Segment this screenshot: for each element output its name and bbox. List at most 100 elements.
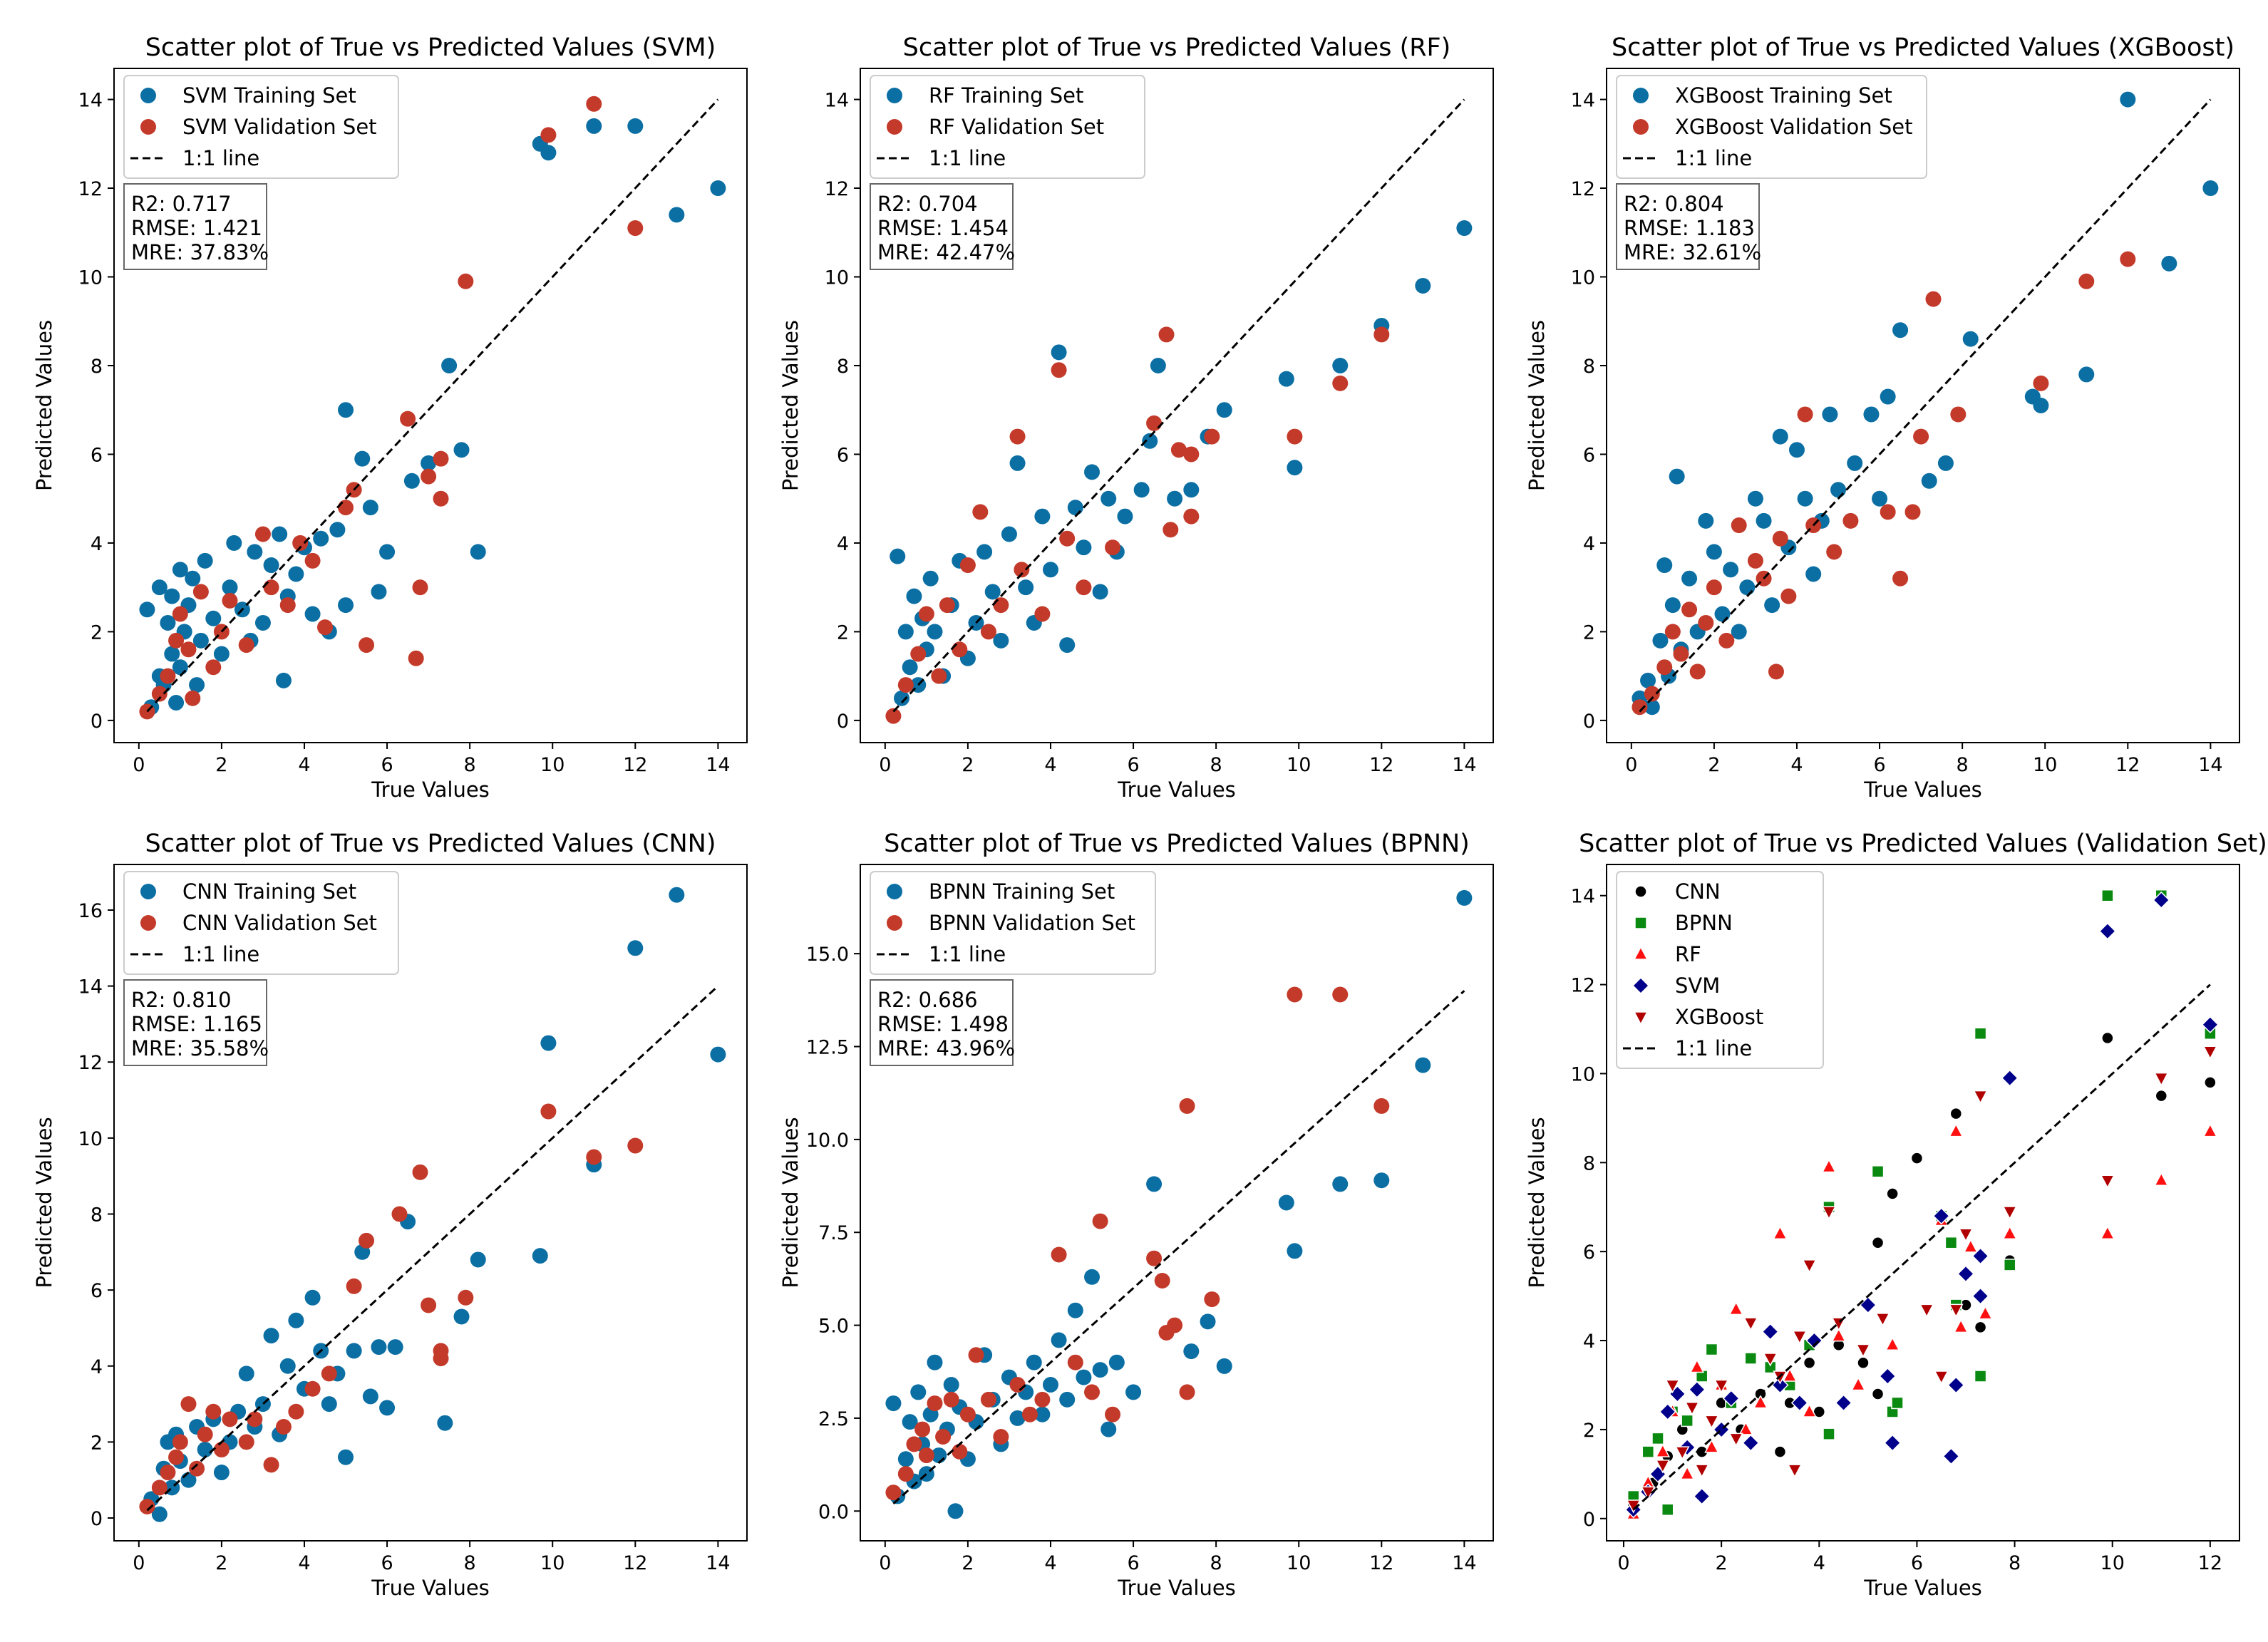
data-point <box>1763 1353 1778 1367</box>
data-point <box>1797 490 1813 507</box>
data-point <box>1971 1247 1989 1265</box>
data-point <box>1743 1317 1758 1331</box>
data-point <box>980 1391 996 1408</box>
data-point <box>192 584 209 600</box>
data-point <box>885 1484 902 1501</box>
legend-marker <box>140 119 156 135</box>
data-point <box>139 1499 155 1515</box>
data-point <box>1084 464 1101 480</box>
data-point <box>139 601 155 618</box>
data-point <box>288 1312 304 1328</box>
data-point <box>403 473 420 489</box>
y-tick-label: 0 <box>1583 1509 1595 1531</box>
data-point <box>1665 1379 1680 1394</box>
data-point <box>238 637 254 654</box>
data-point <box>1042 562 1058 578</box>
data-point <box>1904 504 1921 520</box>
data-point <box>1034 1406 1051 1422</box>
data-point <box>1978 1305 1993 1320</box>
data-point <box>1640 672 1656 688</box>
data-point <box>172 562 188 578</box>
x-tick-label: 6 <box>1127 1552 1139 1574</box>
data-point <box>172 606 188 622</box>
data-point <box>338 402 354 418</box>
data-point <box>1892 322 1909 339</box>
y-tick-label: 12 <box>1571 178 1595 200</box>
data-point <box>189 1460 205 1477</box>
data-point <box>1632 699 1648 716</box>
y-tick-label: 12 <box>1571 975 1595 997</box>
legend: XGBoost Training Set XGBoost Validation S… <box>1616 75 1927 179</box>
legend: CNN Training Set CNN Validation Set 1:1 li… <box>123 871 399 975</box>
legend-label: RF Validation Set <box>929 115 1104 139</box>
data-point <box>2202 1045 2218 1060</box>
legend-label: 1:1 line <box>1675 1036 1752 1060</box>
data-point <box>2003 1259 2016 1271</box>
data-point <box>1953 1318 1969 1333</box>
x-tick-label: 2 <box>962 754 974 776</box>
data-point <box>1105 1406 1121 1422</box>
data-point <box>1009 1377 1026 1393</box>
data-point <box>1373 1098 1390 1114</box>
stats-frame <box>123 183 267 270</box>
data-point <box>943 1377 959 1393</box>
data-point <box>1415 1057 1431 1073</box>
y-tick-label: 4 <box>1583 1331 1595 1353</box>
data-point <box>1664 597 1681 614</box>
data-point <box>993 1429 1009 1445</box>
data-point <box>1802 1259 1817 1274</box>
data-point <box>453 442 470 458</box>
data-point <box>2078 366 2095 383</box>
plot-frame <box>860 864 1494 1542</box>
one-to-one-line <box>892 98 1465 713</box>
chart-panel-4: Scatter plot of True vs Predicted Values… <box>32 830 748 1600</box>
y-tick-label: 2.5 <box>818 1408 849 1430</box>
data-point <box>421 455 437 471</box>
data-point <box>168 1449 185 1465</box>
legend-label: RF Training Set <box>929 83 1083 108</box>
data-point <box>1974 1321 1987 1334</box>
data-point <box>2154 1172 2169 1187</box>
data-point <box>1718 632 1735 649</box>
data-point <box>943 1391 959 1408</box>
data-point <box>1026 1354 1042 1370</box>
legend-box <box>1616 871 1824 1069</box>
data-point <box>1728 1301 1743 1316</box>
stats-frame <box>1616 183 1760 270</box>
data-point <box>1821 1206 1837 1220</box>
y-tick-label: 12 <box>825 178 849 200</box>
x-tick-label: 14 <box>706 754 730 776</box>
legend-marker <box>1634 885 1647 898</box>
y-tick-label: 6 <box>837 444 849 466</box>
y-tick-label: 7.5 <box>818 1222 849 1244</box>
data-point <box>160 614 176 631</box>
x-tick-label: 12 <box>1369 1552 1393 1574</box>
data-point <box>1892 570 1909 587</box>
data-point <box>1947 1376 1965 1394</box>
y-tick-label: 6 <box>1583 1241 1595 1264</box>
y-tick-label: 8 <box>837 356 849 378</box>
data-point <box>172 1434 188 1450</box>
data-point <box>1278 1194 1294 1211</box>
data-point <box>669 207 685 223</box>
data-point <box>321 1396 337 1413</box>
data-point <box>164 646 180 662</box>
data-point <box>1332 375 1349 391</box>
data-point <box>1855 1343 1871 1358</box>
data-point <box>1142 433 1158 449</box>
stats-line: RMSE: 1.454 <box>877 216 1009 240</box>
chart-title: Scatter plot of True vs Predicted Values… <box>145 33 716 62</box>
data-point <box>1656 557 1673 574</box>
data-point <box>935 1429 952 1445</box>
x-tick-label: 2 <box>962 1552 974 1574</box>
data-point <box>1684 1401 1700 1416</box>
data-point <box>1656 659 1673 676</box>
data-point <box>2155 1089 2168 1103</box>
data-point <box>1009 1410 1026 1426</box>
y-tick-label: 0 <box>1583 711 1595 733</box>
data-point <box>1287 460 1303 476</box>
series-xgboost <box>1626 1045 2218 1514</box>
data-point <box>1875 1313 1890 1327</box>
series-train <box>139 118 726 716</box>
data-point <box>1973 1090 1988 1105</box>
